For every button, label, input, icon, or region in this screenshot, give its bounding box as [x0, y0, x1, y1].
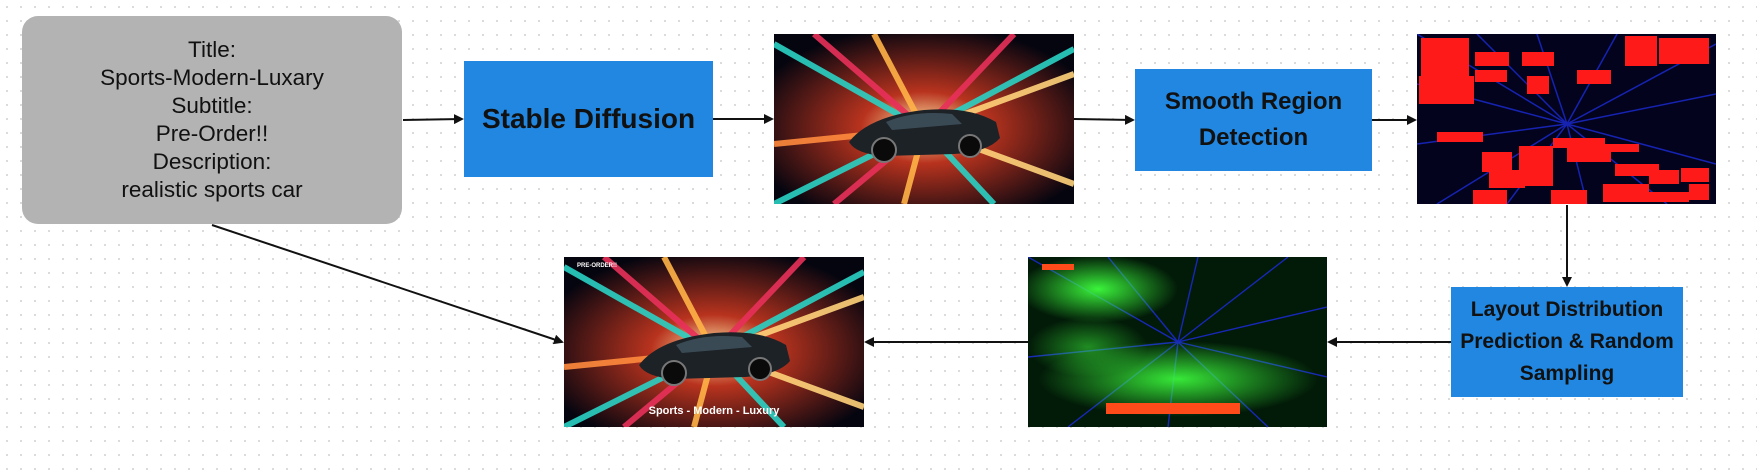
layout-label-line2: Prediction & Random	[1460, 330, 1674, 353]
description-value: realistic sports car	[121, 177, 303, 202]
title-slot	[1106, 403, 1240, 414]
car-image-art	[774, 34, 1074, 204]
poster-art	[564, 257, 864, 427]
region-map-art	[1417, 34, 1716, 204]
subtitle-value: Pre-Order!!	[155, 121, 269, 146]
generated-car-image	[774, 34, 1074, 204]
title-label: Title:	[188, 37, 236, 62]
final-poster-image: PRE-ORDER!! Sports - Modern - Luxury	[564, 257, 864, 427]
layout-label-line3: Sampling	[1519, 362, 1615, 385]
arrow-image-to-detection	[1073, 114, 1135, 125]
layout-heatmap-image	[1028, 257, 1327, 427]
smooth-region-label-line2: Detection	[1198, 124, 1309, 151]
subtitle-slot	[1042, 264, 1074, 270]
car-silhouette	[849, 109, 1000, 163]
poster-subtitle-text: PRE-ORDER!!	[577, 263, 617, 269]
smooth-region-detection-box: Smooth Region Detection	[1135, 69, 1372, 171]
arrow-input-to-poster	[211, 224, 564, 345]
stable-diffusion-box: Stable Diffusion	[464, 61, 713, 177]
input-prompt-card: Title: Sports-Modern-Luxary Subtitle: Pr…	[22, 16, 402, 224]
subtitle-label: Subtitle:	[171, 93, 253, 118]
heatmap-art	[1028, 257, 1327, 427]
layout-distribution-box: Layout Distribution Prediction & Random …	[1451, 287, 1683, 397]
stable-diffusion-label: Stable Diffusion	[481, 103, 696, 134]
arrow-input-to-sd	[402, 114, 464, 125]
red-region-blocks	[1419, 36, 1709, 204]
layout-label-line1: Layout Distribution	[1470, 298, 1664, 321]
description-label: Description:	[152, 149, 272, 174]
title-value: Sports-Modern-Luxary	[100, 65, 324, 90]
poster-title-text: Sports - Modern - Luxury	[648, 405, 780, 417]
smooth-region-label-line1: Smooth Region	[1164, 88, 1343, 115]
smooth-region-map-image	[1417, 34, 1716, 204]
